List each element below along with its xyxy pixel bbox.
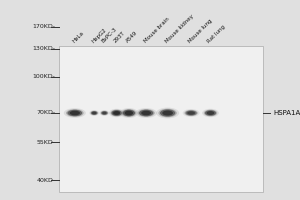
FancyBboxPatch shape <box>58 46 262 192</box>
Ellipse shape <box>110 110 123 116</box>
Ellipse shape <box>89 110 99 116</box>
Ellipse shape <box>136 108 157 118</box>
Text: A549: A549 <box>125 30 139 44</box>
Ellipse shape <box>122 109 136 117</box>
Ellipse shape <box>156 108 179 118</box>
Ellipse shape <box>204 110 217 116</box>
Text: Mouse kidney: Mouse kidney <box>164 14 194 44</box>
Ellipse shape <box>113 111 120 115</box>
Text: HeLa: HeLa <box>71 31 85 44</box>
Text: Rat lung: Rat lung <box>207 24 227 44</box>
Ellipse shape <box>91 111 98 115</box>
Ellipse shape <box>184 110 198 116</box>
Ellipse shape <box>100 111 108 115</box>
Text: HepG2: HepG2 <box>91 27 107 44</box>
Ellipse shape <box>138 109 155 117</box>
Text: 55KD-: 55KD- <box>37 140 56 144</box>
Ellipse shape <box>100 110 109 116</box>
Ellipse shape <box>124 111 133 115</box>
Ellipse shape <box>183 109 200 117</box>
Ellipse shape <box>70 111 80 115</box>
Ellipse shape <box>120 108 138 118</box>
Text: Mouse lung: Mouse lung <box>188 18 213 44</box>
Ellipse shape <box>162 110 173 116</box>
Ellipse shape <box>139 110 153 116</box>
Ellipse shape <box>102 112 107 114</box>
Ellipse shape <box>158 109 177 117</box>
Text: HSPA1A: HSPA1A <box>273 110 300 116</box>
Ellipse shape <box>92 112 97 114</box>
Ellipse shape <box>101 111 108 115</box>
Ellipse shape <box>90 111 98 115</box>
Ellipse shape <box>112 110 122 116</box>
Text: BxPC-3: BxPC-3 <box>101 27 118 44</box>
Ellipse shape <box>160 109 175 117</box>
Ellipse shape <box>68 110 82 116</box>
Ellipse shape <box>207 111 214 115</box>
Ellipse shape <box>109 109 124 117</box>
Text: Mouse brain: Mouse brain <box>143 17 170 44</box>
Ellipse shape <box>141 111 151 115</box>
Ellipse shape <box>187 111 195 115</box>
Ellipse shape <box>202 109 219 117</box>
Ellipse shape <box>123 110 135 116</box>
Ellipse shape <box>64 108 86 118</box>
Text: 130KD-: 130KD- <box>32 46 56 51</box>
Ellipse shape <box>205 110 216 116</box>
Ellipse shape <box>66 109 84 117</box>
Text: 70KD-: 70KD- <box>36 110 56 116</box>
Text: 293T: 293T <box>113 31 126 44</box>
Text: 170KD-: 170KD- <box>32 24 56 29</box>
Text: 40KD-: 40KD- <box>36 178 56 182</box>
Ellipse shape <box>185 110 197 116</box>
Text: 100KD-: 100KD- <box>33 74 56 79</box>
